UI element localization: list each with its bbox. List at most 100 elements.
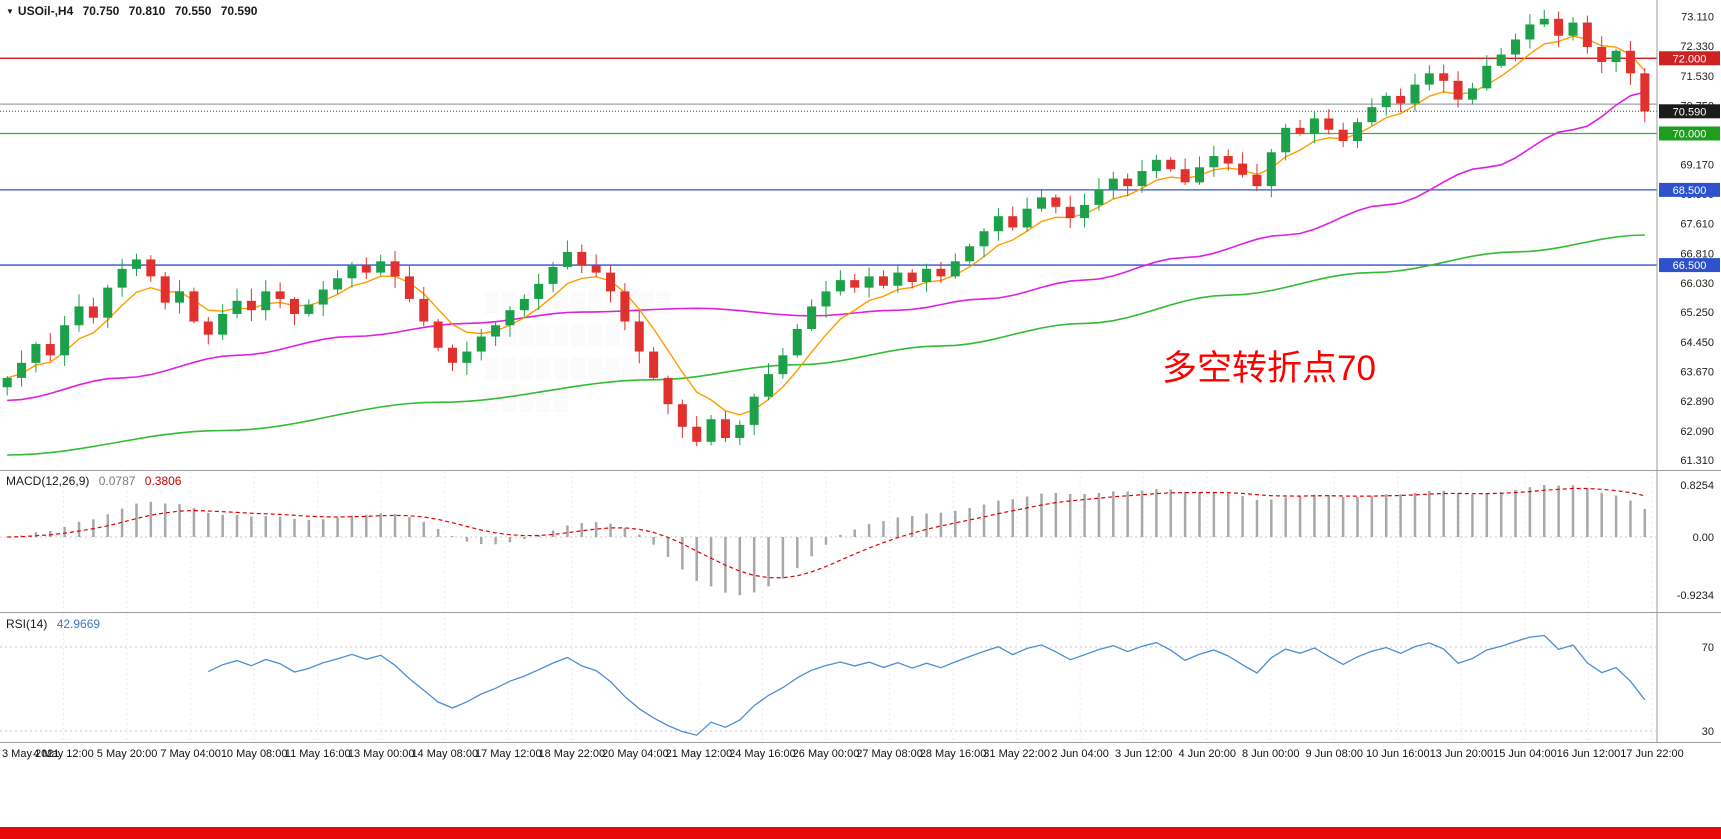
candle-up — [950, 261, 960, 277]
time-axis-label[interactable]: 4 May 12:00 — [33, 748, 94, 760]
candle-up — [792, 329, 802, 356]
time-axis-label[interactable]: 10 May 08:00 — [221, 748, 288, 760]
candle-up — [1094, 189, 1104, 205]
time-axis-label[interactable]: 2 Jun 04:00 — [1051, 748, 1109, 760]
candle-up — [2, 377, 12, 388]
candle-up — [749, 396, 759, 425]
candle-down — [88, 306, 98, 318]
rsi-value: 42.9669 — [56, 617, 101, 631]
time-axis-label[interactable]: 9 Jun 08:00 — [1306, 748, 1364, 760]
time-axis-label[interactable]: 7 May 04:00 — [160, 748, 221, 760]
candle-down — [720, 419, 730, 439]
time-axis-label[interactable]: 15 Jun 04:00 — [1493, 748, 1557, 760]
ohlc-close: 70.590 — [220, 4, 258, 18]
time-axis-label[interactable]: 8 Jun 00:00 — [1242, 748, 1300, 760]
candle-down — [1295, 127, 1305, 134]
candle-up — [864, 276, 874, 288]
ma-slow-line — [7, 234, 1645, 456]
time-axis-label[interactable]: 26 May 00:00 — [793, 748, 860, 760]
candle-down — [419, 298, 429, 322]
candle-down — [1640, 73, 1650, 112]
time-axis-label[interactable]: 13 May 00:00 — [348, 748, 415, 760]
macd-signal-line — [7, 487, 1645, 579]
candle-up — [232, 300, 242, 314]
footer-red-bar — [0, 827, 1721, 839]
ohlc-high: 70.810 — [128, 4, 166, 18]
watermark: ▒▒▒▒▒▒▒▒▒▒▒ ▒▒▒▒▒▒▒▒▒ ▒▒▒▒▒▒▒▒▒▒ ▒▒▒▒▒ — [485, 286, 674, 418]
time-axis-label[interactable]: 11 May 16:00 — [285, 748, 351, 760]
ma-mid-line — [7, 91, 1645, 402]
candle-up — [1151, 159, 1161, 172]
candle-up — [103, 287, 113, 318]
candle-down — [160, 276, 170, 303]
candle-down — [433, 321, 443, 348]
candle-down — [1223, 156, 1233, 164]
candle-down — [1396, 95, 1406, 104]
time-axis-label[interactable]: 24 May 16:00 — [729, 748, 796, 760]
time-axis-label[interactable]: 3 May 2021 — [2, 748, 59, 760]
rsi-indicator-header: RSI(14) 42.9669 — [6, 617, 100, 631]
candle-up — [1080, 204, 1090, 219]
time-axis-label[interactable]: 17 May 12:00 — [475, 748, 542, 760]
time-axis-label[interactable]: 10 Jun 16:00 — [1366, 748, 1430, 760]
candle-down — [45, 344, 55, 356]
time-axis-label[interactable]: 16 Jun 12:00 — [1557, 748, 1621, 760]
candle-up — [1424, 73, 1434, 85]
macd-indicator-header: MACD(12,26,9) 0.0787 0.3806 — [6, 474, 181, 488]
time-axis-label[interactable]: 14 May 08:00 — [411, 748, 478, 760]
candle-down — [390, 261, 400, 277]
candle-up — [1209, 156, 1219, 168]
candle-down — [189, 291, 199, 322]
candle-up — [74, 306, 84, 326]
time-axis-label[interactable]: 13 Jun 20:00 — [1430, 748, 1494, 760]
candle-down — [1554, 18, 1564, 36]
symbol-dropdown-icon[interactable]: ▼ — [6, 7, 14, 16]
candle-up — [778, 355, 788, 375]
candle-down — [577, 251, 587, 266]
price-tick-label: 62.890 — [1680, 396, 1714, 408]
symbol-timeframe-label: USOil-,H4 — [17, 4, 74, 18]
price-badge — [1659, 104, 1720, 119]
candle-up — [491, 325, 501, 337]
price-badge — [1659, 258, 1720, 273]
watermark-line: ▒▒▒▒▒▒▒▒▒▒▒ — [485, 291, 674, 313]
time-axis-label[interactable]: 21 May 12:00 — [666, 748, 733, 760]
candle-up — [1568, 22, 1578, 36]
ohlc-low: 70.550 — [174, 4, 212, 18]
candle-down — [692, 426, 702, 442]
price-tick-label: 71.530 — [1680, 71, 1714, 83]
time-axis-label[interactable]: 17 Jun 22:00 — [1620, 748, 1684, 760]
price-badge-label: 72.000 — [1673, 53, 1707, 65]
candle-down — [1065, 206, 1075, 219]
candle-up — [562, 251, 572, 267]
time-axis-label[interactable]: 4 Jun 20:00 — [1178, 748, 1236, 760]
time-axis-label[interactable]: 5 May 20:00 — [97, 748, 158, 760]
price-tick-label: 66.030 — [1680, 278, 1714, 290]
time-axis-label[interactable]: 27 May 08:00 — [856, 748, 923, 760]
candle-down — [649, 351, 659, 378]
candle-up — [965, 246, 975, 262]
ohlc-open: 70.750 — [82, 4, 120, 18]
rsi-scale-label: 30 — [1702, 726, 1714, 738]
candle-down — [907, 272, 917, 282]
candle-up — [1611, 50, 1621, 63]
watermark-line: ▒▒▒▒▒▒▒▒▒ — [485, 324, 640, 346]
candle-up — [1511, 39, 1521, 55]
price-tick-label: 69.170 — [1680, 160, 1714, 172]
candle-down — [404, 276, 414, 299]
candle-down — [448, 347, 458, 363]
candle-up — [1367, 107, 1377, 123]
time-axis-label[interactable]: 20 May 04:00 — [602, 748, 669, 760]
candle-up — [60, 325, 70, 356]
candle-up — [505, 310, 515, 326]
time-axis-label[interactable]: 31 May 22:00 — [983, 748, 1050, 760]
rsi-line — [208, 634, 1646, 736]
candle-down — [246, 300, 256, 311]
candle-up — [347, 265, 357, 279]
price-badge-label: 70.000 — [1673, 128, 1707, 140]
time-axis-label[interactable]: 3 Jun 12:00 — [1115, 748, 1173, 760]
time-axis-label[interactable]: 18 May 22:00 — [539, 748, 606, 760]
time-axis-label[interactable]: 28 May 16:00 — [920, 748, 987, 760]
candle-down — [634, 321, 644, 352]
